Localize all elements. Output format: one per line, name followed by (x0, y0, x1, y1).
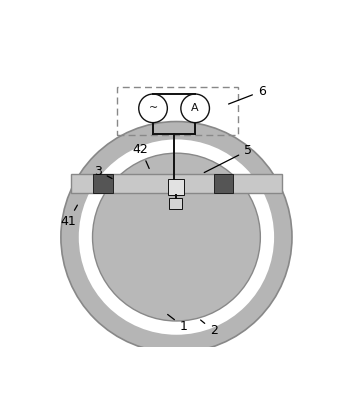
Text: 41: 41 (60, 205, 77, 228)
Circle shape (93, 153, 260, 321)
Text: A: A (191, 103, 199, 113)
Bar (168, 179, 184, 195)
Bar (117, 87, 238, 135)
Text: 2: 2 (201, 320, 218, 337)
Circle shape (181, 94, 209, 123)
Bar (93, 173, 113, 193)
Text: ~: ~ (148, 103, 158, 113)
Circle shape (79, 139, 274, 335)
Text: 5: 5 (204, 144, 252, 173)
Text: 1: 1 (168, 315, 187, 333)
Circle shape (139, 94, 167, 123)
Text: 3: 3 (94, 165, 112, 178)
Bar (71, 173, 282, 193)
Circle shape (61, 122, 292, 353)
Text: 6: 6 (229, 85, 266, 104)
Bar (169, 198, 182, 209)
Text: 42: 42 (133, 142, 149, 168)
Bar (214, 173, 233, 193)
